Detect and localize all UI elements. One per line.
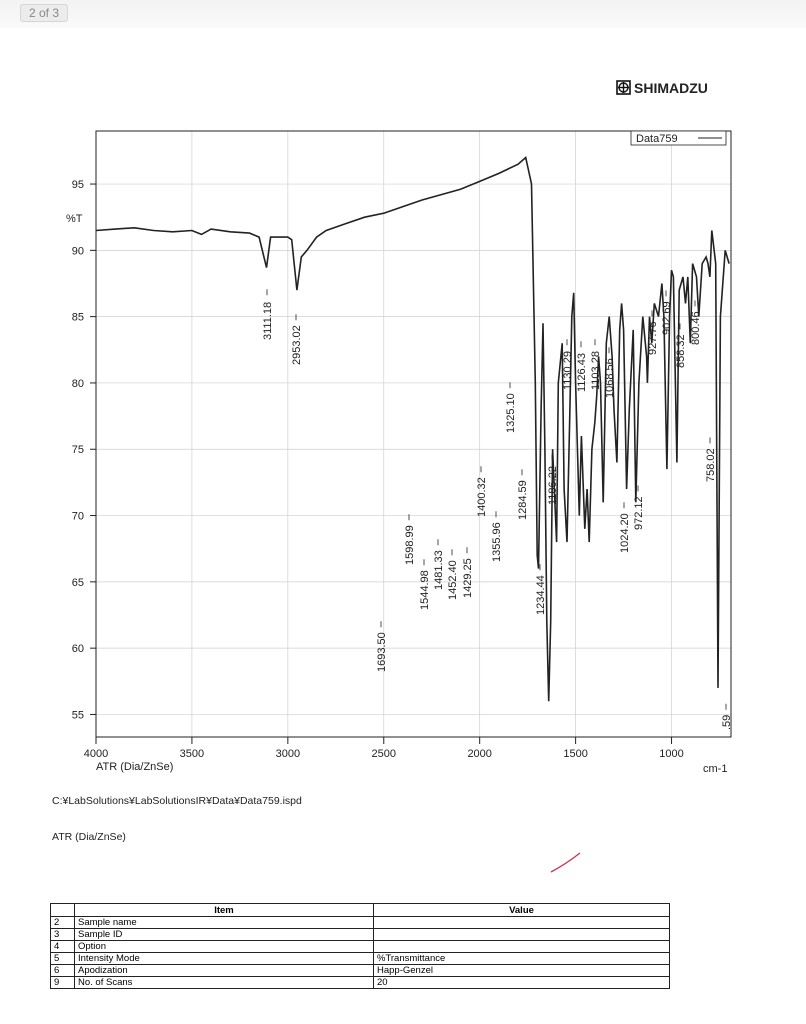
peak-label: 1186.22 <box>547 466 559 505</box>
peak-label: 758.02 <box>705 448 717 482</box>
peak-label: 1693.50 <box>376 632 388 672</box>
table-row: 4 Option <box>50 940 670 953</box>
table-cell: 2 <box>50 916 75 929</box>
peak-label: 858.32 <box>675 334 687 368</box>
viewer-bar: 2 of 3 <box>0 0 806 28</box>
page-indicator: 2 of 3 <box>20 4 69 22</box>
legend-label: Data759 <box>636 133 678 145</box>
table-cell: No. of Scans <box>74 976 374 989</box>
info-table: Item Value 2 Sample name 3 Sample ID 4 Option 5… <box>50 903 670 989</box>
x-axis-label: ATR (Dia/ZnSe) <box>96 761 173 773</box>
peak-label: 1481.33 <box>433 550 445 590</box>
peak-label: 800.46 <box>690 311 702 345</box>
peak-label: 1429.25 <box>462 558 474 598</box>
peak-label: .59 <box>721 715 733 730</box>
y-axis-label: %T <box>66 213 83 225</box>
x-tick-label: 4000 <box>84 748 108 760</box>
x-tick-label: 3500 <box>180 748 204 760</box>
header-cell: Value <box>373 903 670 917</box>
peak-label: 1544.98 <box>419 570 431 610</box>
brand-logo: SHIMADZU <box>616 80 708 96</box>
peak-label: 1126.43 <box>576 353 588 392</box>
peak-label: 1130.29 <box>562 351 574 390</box>
y-tick-label: 80 <box>72 378 84 390</box>
peak-label: 902.69 <box>661 301 673 335</box>
peak-label: 1284.59 <box>517 480 529 520</box>
method: ATR (Dia/ZnSe) <box>52 831 126 843</box>
y-tick-label: 70 <box>72 511 84 523</box>
y-tick-label: 75 <box>72 444 84 456</box>
table-cell: 6 <box>50 964 75 977</box>
chart: SHIMADZU 55 60 65 70 75 80 85 90 95 4000 3500 3000 2… <box>66 80 733 775</box>
peak-label: 972.12 <box>633 496 645 530</box>
x-tick-label: 1500 <box>563 748 587 760</box>
brand: SHIMADZU <box>634 80 708 96</box>
x-tick-label: 2000 <box>467 748 491 760</box>
table-row: 3 Sample ID <box>50 928 670 941</box>
y-tick-label: 85 <box>72 312 84 324</box>
spectrum-line <box>95 156 730 702</box>
peak-label: 1024.20 <box>619 513 631 553</box>
table-cell: Option <box>74 940 374 953</box>
y-tick-label: 95 <box>72 179 84 191</box>
table-cell <box>373 928 670 941</box>
table-cell: Sample name <box>74 916 374 929</box>
y-tick-label: 55 <box>72 709 84 721</box>
peak-label: 1452.40 <box>447 560 459 600</box>
table-cell: 3 <box>50 928 75 941</box>
legend-box <box>630 130 727 146</box>
peak-label: 1103.28 <box>590 351 602 390</box>
y-tick-label: 90 <box>72 245 84 257</box>
plot-frame <box>95 130 732 738</box>
table-cell <box>373 940 670 953</box>
table-cell: %Transmittance <box>373 952 670 965</box>
x-tick-label: 2500 <box>372 748 396 760</box>
peak-label: 3111.18 <box>262 302 274 340</box>
file-path: C:¥LabSolutions¥LabSolutionsIR¥Data¥Data… <box>52 795 302 807</box>
x-tick-label: 1000 <box>659 748 683 760</box>
header-cell <box>50 903 75 917</box>
peak-label: 1400.32 <box>476 477 488 517</box>
y-tick-label: 60 <box>72 643 84 655</box>
peak-label: 1325.10 <box>505 393 517 433</box>
peak-label: 2953.02 <box>291 325 303 365</box>
table-cell <box>373 916 670 929</box>
table-row: 9 No. of Scans 20 <box>50 976 670 989</box>
table-cell: Intensity Mode <box>74 952 374 965</box>
y-tick-label: 65 <box>72 577 84 589</box>
table-cell: Happ-Genzel <box>373 964 670 977</box>
table-row: 6 Apodization Happ-Genzel <box>50 964 670 977</box>
peak-label: 1068.56 <box>604 358 616 398</box>
table-cell: 9 <box>50 976 75 989</box>
table-cell: Sample ID <box>74 928 374 941</box>
peak-label: 1355.96 <box>491 522 503 562</box>
table-cell: Apodization <box>74 964 374 977</box>
peak-label: 927.76 <box>647 321 659 355</box>
table-row: 5 Intensity Mode %Transmittance <box>50 952 670 965</box>
table-row: 2 Sample name <box>50 916 670 929</box>
peak-label: 1234.44 <box>535 575 547 615</box>
table-cell: 5 <box>50 952 75 965</box>
header-cell: Item <box>74 903 374 917</box>
peak-label: 1598.99 <box>404 525 416 565</box>
table-cell: 4 <box>50 940 75 953</box>
x-unit-label: cm-1 <box>703 763 727 775</box>
x-tick-label: 3000 <box>276 748 300 760</box>
table-cell: 20 <box>373 976 670 989</box>
